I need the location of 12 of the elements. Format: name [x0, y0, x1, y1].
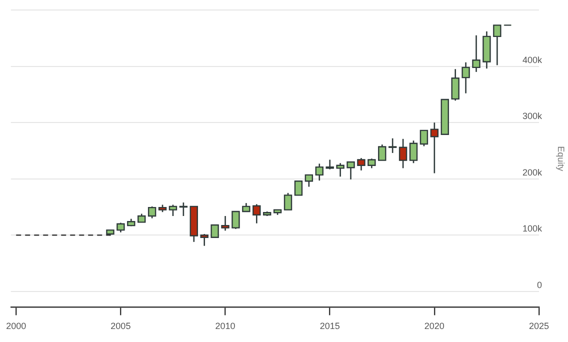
y-tick-label: 300k [522, 111, 542, 122]
y-tick-label: 400k [522, 54, 542, 65]
x-tick-label: 2010 [215, 321, 236, 332]
x-tick-label: 2025 [528, 321, 550, 332]
x-tick-label: 2015 [320, 321, 340, 332]
y-tick-label: 200k [522, 167, 542, 178]
x-tick-label: 2020 [424, 321, 444, 332]
x-tick-label: 2000 [6, 321, 26, 332]
x-tick-label: 2005 [110, 321, 131, 332]
y-tick-label: 0 [536, 280, 542, 290]
y-tick-label: 100k [522, 224, 542, 234]
y-axis-title: Equity [556, 146, 566, 172]
